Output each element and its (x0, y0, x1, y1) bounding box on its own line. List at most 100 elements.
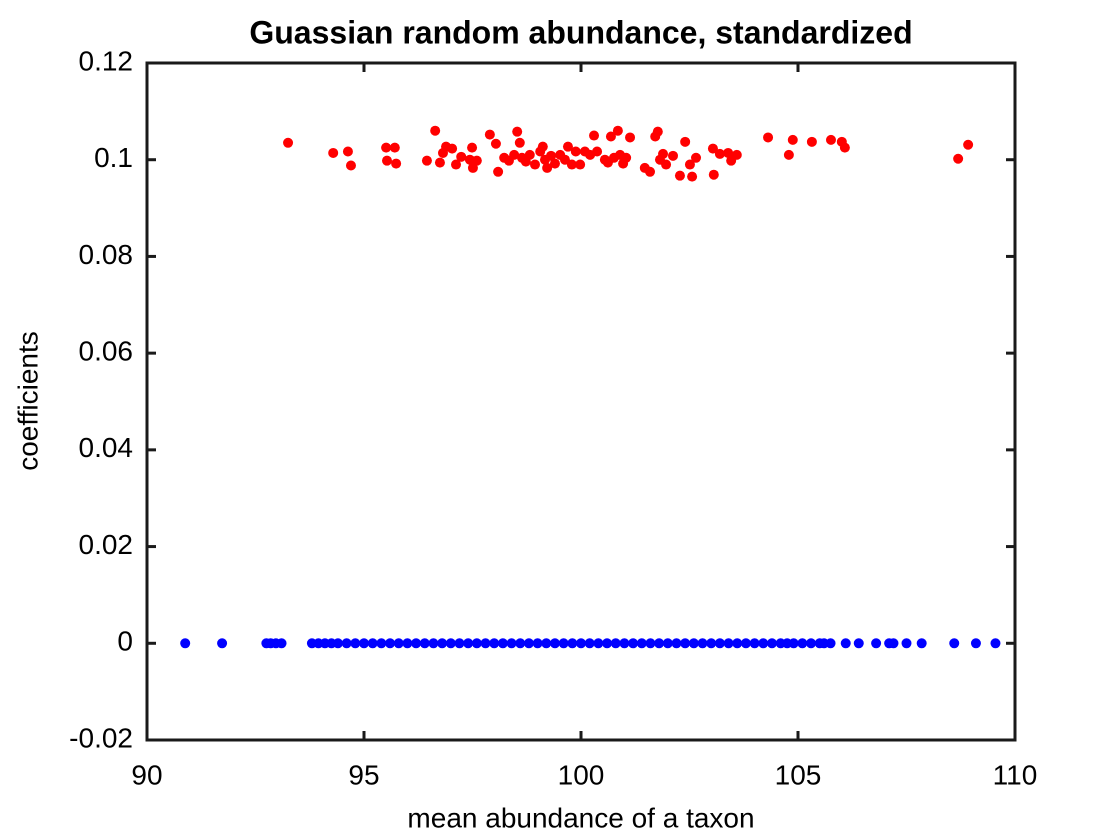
point (990, 638, 1001, 649)
point (714, 638, 725, 649)
y-tick-label: 0.02 (79, 529, 134, 560)
point (421, 155, 432, 166)
point (359, 638, 369, 649)
point (434, 157, 445, 168)
point (806, 638, 817, 649)
point (825, 134, 836, 145)
point (542, 162, 553, 173)
point (217, 638, 228, 649)
point (668, 150, 679, 161)
point (515, 638, 526, 649)
point (674, 170, 685, 181)
point (706, 638, 717, 649)
point (688, 638, 699, 649)
point (532, 638, 543, 649)
point (566, 159, 577, 170)
point (787, 134, 798, 145)
point (654, 638, 665, 649)
point (661, 159, 672, 170)
point (489, 638, 500, 649)
point (684, 159, 695, 170)
point (332, 638, 343, 649)
point (509, 149, 520, 160)
point (697, 638, 708, 649)
point (463, 638, 474, 649)
point (621, 152, 632, 163)
point (888, 638, 899, 649)
point (570, 146, 581, 157)
point (612, 125, 623, 136)
point (389, 142, 400, 153)
y-axis-label: coefficients (12, 331, 43, 471)
point (783, 149, 794, 160)
point (480, 638, 491, 649)
point (350, 638, 361, 649)
point (393, 638, 404, 649)
point (970, 638, 981, 649)
y-tick-label: 0.12 (79, 45, 134, 76)
point (636, 638, 647, 649)
point (497, 638, 508, 649)
point (523, 638, 534, 649)
point (454, 638, 465, 649)
point (484, 129, 495, 140)
point (610, 638, 621, 649)
point (602, 638, 613, 649)
point (559, 154, 570, 165)
y-tick-label: 0.04 (79, 432, 134, 463)
point (391, 158, 402, 169)
point (593, 638, 604, 649)
point (758, 638, 769, 649)
point (445, 638, 456, 649)
point (619, 638, 630, 649)
point (605, 131, 616, 142)
point (763, 132, 774, 143)
point (376, 638, 387, 649)
point (584, 638, 595, 649)
point (447, 143, 458, 154)
point (430, 125, 441, 136)
x-tick-label: 100 (558, 759, 605, 790)
point (723, 638, 734, 649)
x-axis-label: mean abundance of a taxon (407, 802, 754, 833)
x-tick-label: 95 (348, 759, 379, 790)
point (652, 126, 663, 137)
point (283, 137, 294, 148)
point (740, 638, 751, 649)
point (825, 638, 836, 649)
point (871, 638, 882, 649)
point (451, 159, 462, 170)
point (732, 638, 743, 649)
point (524, 149, 535, 160)
point (419, 638, 430, 649)
point (328, 147, 339, 158)
point (541, 638, 552, 649)
point (467, 142, 478, 153)
point (628, 638, 639, 649)
point (558, 638, 569, 649)
point (625, 132, 636, 143)
point (949, 638, 960, 649)
point (658, 148, 669, 159)
point (471, 155, 482, 166)
x-tick-label: 90 (131, 759, 162, 790)
point (514, 137, 525, 148)
point (276, 638, 287, 649)
point (916, 638, 927, 649)
point (691, 152, 702, 163)
point (506, 638, 517, 649)
point (840, 638, 851, 649)
point (537, 141, 548, 152)
point (680, 136, 691, 147)
point (575, 159, 586, 170)
point (806, 136, 817, 147)
point (471, 638, 482, 649)
point (381, 142, 392, 153)
point (567, 638, 578, 649)
point (576, 638, 586, 649)
point (901, 638, 912, 649)
point (180, 638, 191, 649)
point (766, 638, 777, 649)
point (671, 638, 682, 649)
